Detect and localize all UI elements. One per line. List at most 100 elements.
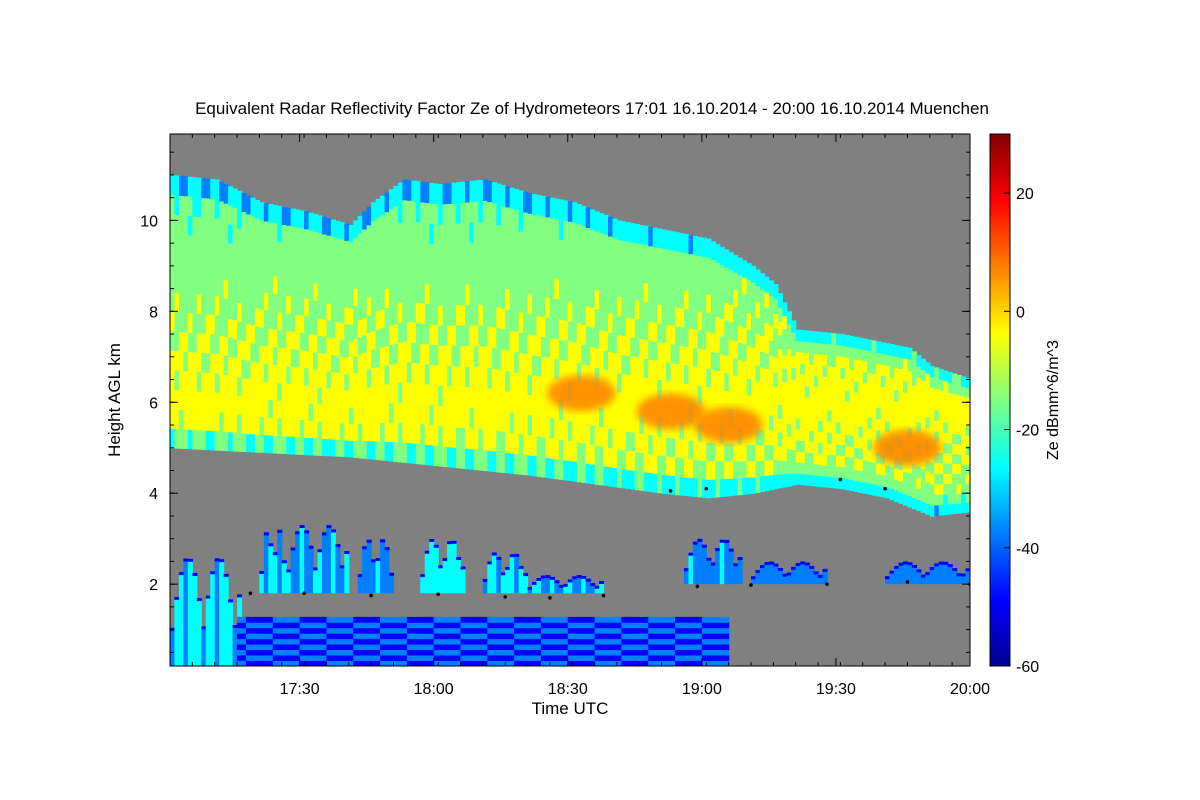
reflectivity-cell (357, 215, 363, 234)
reflectivity-cell (710, 277, 716, 297)
reflectivity-cell (925, 373, 931, 385)
reflectivity-cell (759, 288, 766, 305)
reflectivity-cell (321, 233, 328, 252)
reflectivity-cell (710, 314, 716, 334)
reflectivity-cell (621, 335, 627, 356)
reflectivity-cell (393, 205, 399, 226)
reflectivity-cell (961, 502, 967, 514)
reflectivity-cell (447, 406, 453, 427)
reflectivity-cell (625, 279, 631, 299)
reflectivity-cell (934, 473, 940, 485)
reflectivity-cell (344, 633, 350, 640)
reflectivity-cell (183, 234, 189, 255)
reflectivity-cell (683, 660, 690, 666)
reflectivity-cell (554, 358, 560, 380)
reflectivity-cell (599, 655, 605, 661)
reflectivity-cell (800, 341, 806, 353)
reflectivity-cell (375, 366, 381, 386)
reflectivity-cell (822, 464, 828, 477)
reflectivity-cell (187, 273, 193, 294)
reflectivity-cell (867, 449, 873, 462)
reflectivity-cell (840, 356, 846, 368)
reflectivity-cell (339, 627, 345, 634)
reflectivity-cell (925, 362, 931, 374)
reflectivity-cell (496, 627, 502, 634)
reflectivity-cell (232, 625, 238, 666)
reflectivity-cell (885, 420, 891, 433)
reflectivity-cell (639, 243, 645, 264)
reflectivity-cell (201, 626, 207, 630)
reflectivity-cell (263, 532, 269, 536)
reflectivity-cell (724, 355, 730, 374)
reflectivity-cell (478, 221, 484, 243)
reflectivity-cell (178, 331, 185, 352)
reflectivity-cell (567, 622, 573, 629)
reflectivity-cell (952, 503, 958, 515)
reflectivity-cell (742, 293, 748, 312)
reflectivity-cell (786, 473, 792, 487)
reflectivity-cell (532, 582, 538, 586)
x-tick-label: 17:30 (280, 681, 320, 698)
reflectivity-cell (187, 429, 193, 450)
reflectivity-cell (478, 407, 484, 430)
cloud-base-point (883, 486, 887, 491)
reflectivity-cell (657, 304, 663, 324)
reflectivity-cell (755, 380, 761, 398)
reflectivity-cell (348, 627, 354, 634)
reflectivity-cell (733, 374, 739, 393)
reflectivity-cell (375, 217, 381, 237)
reflectivity-cell (438, 565, 444, 569)
reflectivity-cell (554, 644, 560, 651)
reflectivity-cell (415, 622, 421, 629)
reflectivity-cell (518, 644, 524, 651)
reflectivity-cell (277, 655, 283, 661)
reflectivity-cell (344, 627, 350, 634)
reflectivity-cell (652, 627, 658, 634)
reflectivity-cell (326, 353, 332, 372)
reflectivity-cell (402, 179, 408, 201)
reflectivity-cell (688, 552, 694, 585)
reflectivity-cell (196, 235, 202, 256)
reflectivity-cell (210, 430, 216, 451)
reflectivity-cell (263, 644, 269, 651)
reflectivity-cell (509, 660, 515, 666)
reflectivity-cell (724, 649, 730, 656)
reflectivity-cell (411, 633, 417, 640)
reflectivity-cell (491, 552, 497, 556)
reflectivity-cell (514, 331, 520, 353)
reflectivity-cell (326, 633, 332, 640)
reflectivity-cell (630, 616, 636, 623)
reflectivity-cell (281, 241, 287, 261)
reflectivity-cell (652, 655, 658, 661)
reflectivity-cell (429, 182, 435, 204)
reflectivity-cell (876, 462, 882, 475)
reflectivity-cell (415, 644, 421, 651)
reflectivity-cell (934, 494, 940, 506)
reflectivity-cell (751, 444, 757, 462)
reflectivity-cell (558, 259, 564, 281)
reflectivity-cell (786, 373, 792, 387)
reflectivity-cell (223, 573, 229, 577)
reflectivity-cell (652, 638, 658, 645)
reflectivity-cell (295, 649, 301, 656)
reflectivity-cell (527, 638, 533, 645)
reflectivity-cell (549, 649, 555, 656)
reflectivity-cell (371, 202, 377, 222)
reflectivity-cell (219, 200, 225, 221)
reflectivity-cell (496, 556, 502, 560)
reflectivity-cell (916, 421, 922, 434)
reflectivity-cell (326, 525, 332, 594)
reflectivity-cell (719, 616, 725, 623)
reflectivity-cell (532, 354, 538, 376)
reflectivity-cell (782, 302, 788, 317)
reflectivity-cell (666, 437, 672, 457)
reflectivity-cell (366, 422, 372, 442)
reflectivity-cell (719, 335, 725, 355)
reflectivity-cell (219, 239, 225, 260)
reflectivity-cell (902, 471, 909, 484)
reflectivity-cell (800, 352, 806, 364)
reflectivity-cell (482, 408, 488, 430)
reflectivity-cell (630, 299, 636, 319)
reflectivity-cell (630, 655, 636, 661)
reflectivity-cell (710, 616, 716, 623)
